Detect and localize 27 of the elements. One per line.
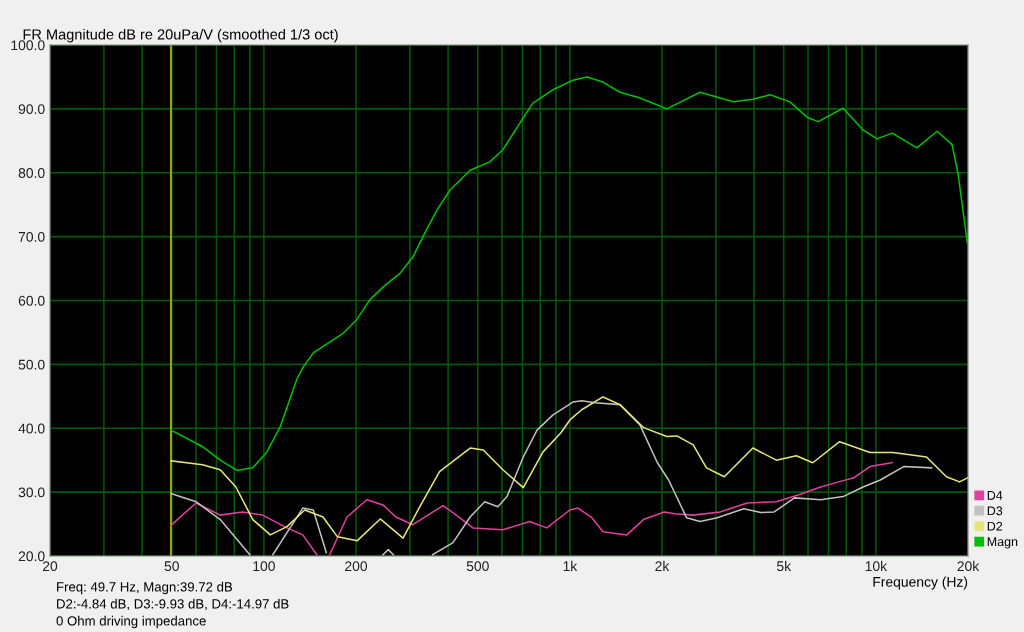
x-axis-title: Frequency (Hz) — [873, 576, 968, 590]
legend-label: Magn — [987, 537, 1018, 549]
x-tick-label: 2k — [655, 560, 670, 571]
text: 0 Ohm driving impedance — [56, 615, 206, 629]
x-tick-label: 1k — [563, 560, 578, 571]
x-tick-label: 20k — [957, 560, 980, 572]
y-tick-label: 100.0 — [11, 40, 45, 51]
y-tick-label: 60.0 — [18, 295, 45, 306]
x-tick-label: 50 — [164, 561, 179, 572]
legend-label: D2 — [987, 521, 1003, 531]
legend-label: D3 — [987, 506, 1003, 516]
legend-label: D4 — [987, 491, 1003, 500]
y-tick-label: 40.0 — [18, 423, 45, 434]
x-tick-label: 20 — [42, 561, 58, 572]
text: D2:-4.84 dB, D3:-9.93 dB, D4:-14.97 dB — [57, 598, 289, 611]
x-tick-label: 200 — [345, 561, 368, 572]
y-tick-label: 80.0 — [18, 168, 45, 178]
x-tick-label: 5k — [776, 560, 792, 572]
x-tick-label: 10k — [865, 560, 888, 572]
y-tick-label: 20.0 — [18, 551, 45, 562]
y-tick-label: 90.0 — [18, 104, 45, 115]
text: Freq: 49.7 Hz, Magn:39.72 dB — [57, 581, 233, 595]
y-tick-label: 70.0 — [18, 231, 45, 242]
x-tick-label: 100 — [253, 561, 275, 572]
x-tick-label: 500 — [466, 561, 489, 572]
y-tick-label: 50.0 — [18, 359, 45, 370]
y-tick-label: 30.0 — [18, 487, 45, 498]
